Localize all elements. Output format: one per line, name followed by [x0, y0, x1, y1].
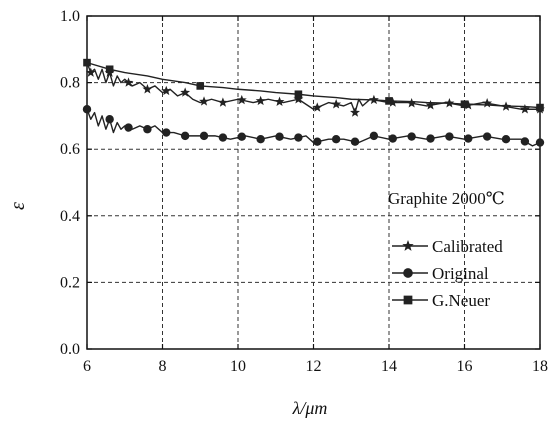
data-point: [85, 67, 96, 77]
x-tick-label: 18: [532, 358, 548, 375]
data-point: [519, 104, 530, 114]
x-tick-label: 14: [381, 358, 397, 375]
series-g-neuer: [83, 58, 544, 112]
data-point: [535, 138, 545, 147]
legend-item: Calibrated: [392, 237, 503, 256]
legend-label: G.Neuer: [432, 291, 490, 310]
legend-label: Original: [432, 264, 489, 283]
y-tick-label: 0.6: [60, 141, 80, 158]
data-point: [385, 97, 393, 105]
data-point: [105, 115, 114, 124]
annotation-label: Graphite 2000℃: [388, 189, 505, 208]
data-point: [536, 103, 544, 112]
annotations: Graphite 2000℃: [388, 189, 505, 208]
x-tick-label: 16: [457, 358, 473, 375]
data-point: [501, 135, 511, 144]
data-point: [123, 77, 134, 87]
data-point: [199, 131, 209, 141]
legend: Calibrated Original G.Neuer: [392, 237, 503, 310]
y-tick-label: 0.8: [60, 75, 80, 92]
legend-marker: [403, 295, 413, 305]
data-point: [369, 131, 379, 141]
x-tick-label: 12: [306, 358, 322, 375]
series-original: [82, 105, 545, 147]
data-point: [388, 134, 397, 143]
data-point: [180, 87, 191, 97]
y-tick-label: 1.0: [60, 8, 80, 25]
data-point: [217, 97, 228, 107]
data-point: [294, 90, 303, 99]
legend-marker: [402, 240, 414, 251]
data-point: [124, 123, 133, 132]
data-point: [196, 82, 205, 90]
axes: 6 8 10 12 14 16 18 0.0 0.2 0.4 0.6 0.8 1.0: [60, 8, 548, 375]
x-axis-label: λ/μm: [292, 398, 328, 418]
legend-label: Calibrated: [432, 237, 503, 256]
data-point: [407, 132, 416, 141]
data-point: [294, 133, 303, 142]
data-point: [236, 94, 247, 105]
data-point: [275, 132, 284, 141]
data-point: [83, 58, 91, 67]
series-calibrated: [85, 62, 545, 117]
data-point: [425, 100, 436, 110]
data-point: [143, 125, 152, 134]
data-point: [350, 137, 360, 146]
y-tick-label: 0.0: [60, 341, 80, 358]
data-point: [199, 96, 209, 106]
data-point: [520, 137, 530, 146]
data-point: [482, 132, 492, 141]
data-point: [464, 134, 473, 143]
data-point: [426, 134, 435, 143]
legend-marker: [403, 268, 413, 278]
data-point: [142, 84, 153, 94]
data-point: [331, 99, 342, 109]
data-point: [312, 102, 323, 112]
data-point: [256, 135, 265, 144]
y-tick-label: 0.2: [60, 274, 80, 291]
data-point: [218, 133, 228, 142]
data-point: [180, 131, 190, 141]
grid: [87, 16, 540, 349]
data-point: [445, 132, 454, 141]
data-point: [482, 98, 493, 108]
series-layer: [82, 58, 545, 147]
data-point: [105, 65, 114, 74]
x-tick-label: 6: [83, 358, 91, 375]
data-point: [350, 107, 360, 117]
data-point: [161, 85, 172, 96]
data-point: [293, 94, 304, 104]
data-point: [237, 132, 246, 141]
x-tick-label: 10: [230, 358, 246, 375]
data-point: [313, 137, 322, 146]
y-tick-label: 0.4: [60, 208, 80, 225]
data-point: [331, 135, 341, 144]
data-point: [460, 100, 469, 109]
data-point: [255, 95, 266, 106]
data-point: [274, 96, 285, 106]
data-point: [82, 105, 92, 114]
y-axis-label: ε: [7, 202, 29, 210]
x-tick-label: 8: [159, 358, 167, 375]
data-point: [406, 98, 417, 108]
legend-item: Original: [392, 264, 489, 283]
data-point: [162, 128, 171, 137]
legend-item: G.Neuer: [392, 291, 490, 310]
